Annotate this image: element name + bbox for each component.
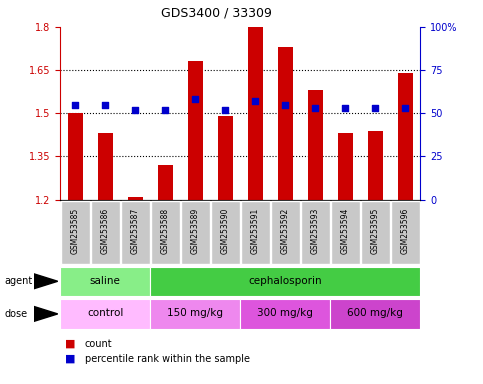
- Point: [312, 105, 319, 111]
- Text: GSM253587: GSM253587: [131, 208, 140, 254]
- Text: GSM253593: GSM253593: [311, 208, 320, 254]
- Polygon shape: [34, 274, 58, 289]
- Point: [191, 96, 199, 103]
- Bar: [150, 299, 240, 329]
- Text: ■: ■: [65, 339, 76, 349]
- Point: [252, 98, 259, 104]
- Bar: [270, 201, 300, 264]
- Text: 600 mg/kg: 600 mg/kg: [347, 308, 403, 318]
- Text: GSM253596: GSM253596: [401, 208, 410, 254]
- Text: ■: ■: [65, 354, 76, 364]
- Bar: [368, 131, 383, 200]
- Bar: [91, 201, 120, 264]
- Text: percentile rank within the sample: percentile rank within the sample: [85, 354, 250, 364]
- Bar: [98, 134, 113, 200]
- Text: GSM253595: GSM253595: [371, 208, 380, 254]
- Text: GSM253594: GSM253594: [341, 208, 350, 254]
- Text: GSM253589: GSM253589: [191, 208, 200, 254]
- Bar: [330, 201, 360, 264]
- Point: [341, 105, 349, 111]
- Point: [131, 107, 139, 113]
- Text: GSM253590: GSM253590: [221, 208, 230, 254]
- Text: agent: agent: [5, 276, 33, 286]
- Bar: [391, 201, 420, 264]
- Bar: [150, 266, 420, 296]
- Text: 300 mg/kg: 300 mg/kg: [257, 308, 313, 318]
- Bar: [308, 90, 323, 200]
- Bar: [61, 201, 90, 264]
- Bar: [60, 299, 150, 329]
- Text: GSM253586: GSM253586: [101, 208, 110, 254]
- Bar: [360, 201, 390, 264]
- Text: GSM253592: GSM253592: [281, 208, 290, 254]
- Point: [371, 105, 379, 111]
- Text: cephalosporin: cephalosporin: [248, 276, 322, 286]
- Bar: [158, 165, 173, 200]
- Point: [101, 101, 109, 108]
- Text: 150 mg/kg: 150 mg/kg: [167, 308, 223, 318]
- Bar: [181, 201, 210, 264]
- Bar: [338, 134, 353, 200]
- Bar: [188, 61, 203, 200]
- Point: [221, 107, 229, 113]
- Point: [71, 101, 79, 108]
- Text: GSM253588: GSM253588: [161, 208, 170, 254]
- Bar: [330, 299, 420, 329]
- Bar: [398, 73, 412, 200]
- Bar: [241, 201, 270, 264]
- Point: [401, 105, 409, 111]
- Bar: [151, 201, 180, 264]
- Text: control: control: [87, 308, 124, 318]
- Text: count: count: [85, 339, 112, 349]
- Text: dose: dose: [5, 309, 28, 319]
- Point: [282, 101, 289, 108]
- Bar: [121, 201, 150, 264]
- Text: saline: saline: [90, 276, 121, 286]
- Bar: [278, 47, 293, 200]
- Bar: [300, 201, 330, 264]
- Polygon shape: [34, 306, 58, 321]
- Bar: [211, 201, 240, 264]
- Bar: [248, 27, 263, 200]
- Text: GSM253591: GSM253591: [251, 208, 260, 254]
- Text: GDS3400 / 33309: GDS3400 / 33309: [161, 6, 271, 19]
- Text: GSM253585: GSM253585: [71, 208, 80, 254]
- Bar: [68, 113, 83, 200]
- Bar: [60, 266, 150, 296]
- Bar: [241, 299, 330, 329]
- Bar: [218, 116, 233, 200]
- Bar: [128, 197, 143, 200]
- Point: [161, 107, 169, 113]
